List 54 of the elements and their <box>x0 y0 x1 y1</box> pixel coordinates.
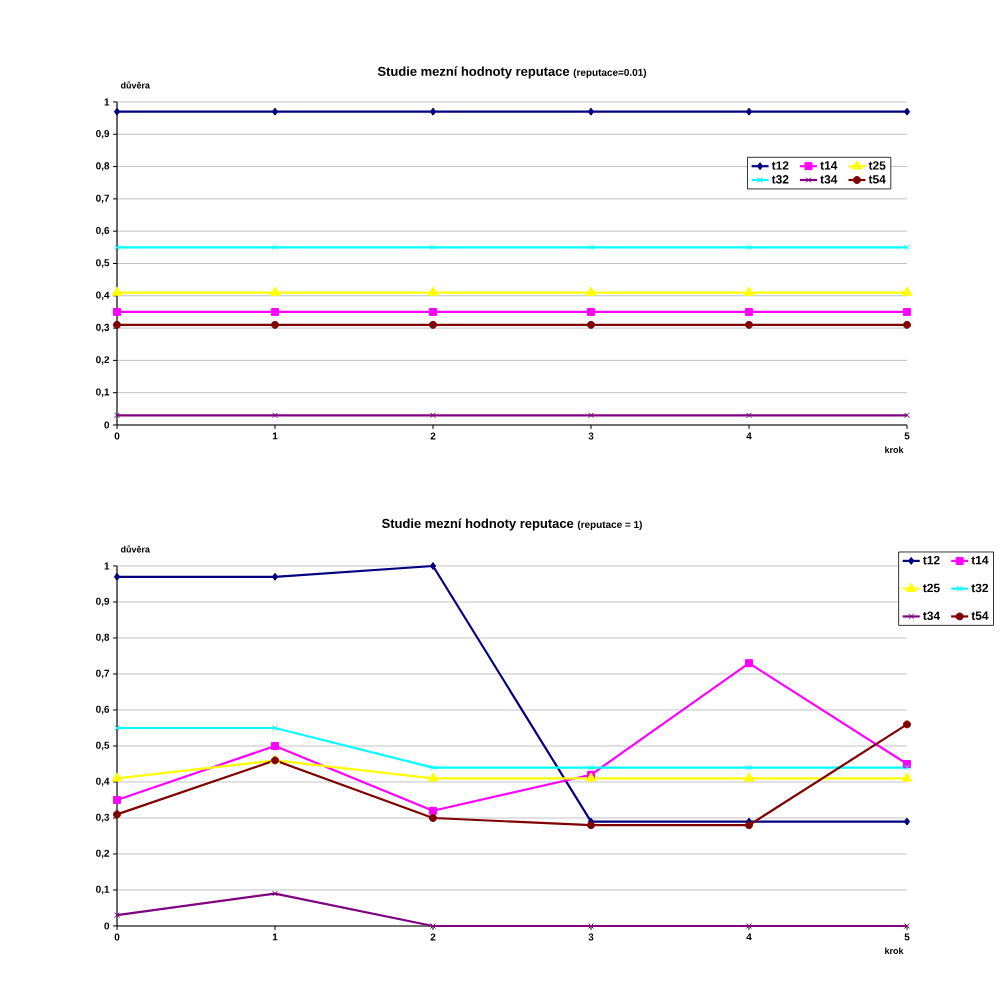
y-tick-label: 0,3 <box>96 323 110 333</box>
x-axis-title: krok <box>885 446 904 454</box>
y-tick-label: 0,5 <box>96 259 110 268</box>
y-tick-label: 0,4 <box>96 777 110 787</box>
legend-label: t14 <box>820 161 838 170</box>
x-tick-label: 5 <box>904 432 910 440</box>
legend-label: t12 <box>771 161 789 170</box>
legend-label: t14 <box>971 556 989 565</box>
y-tick-label: 0,1 <box>96 388 110 397</box>
y-tick-label: 0,8 <box>96 162 110 171</box>
y-tick-label: 0,6 <box>96 226 110 236</box>
y-tick-label: 0,9 <box>96 130 110 139</box>
y-tick-label: 0,5 <box>96 741 110 751</box>
y-tick-label: 0,1 <box>96 885 110 895</box>
y-axis-title: důvěra <box>120 81 150 89</box>
x-tick-label: 2 <box>430 933 436 941</box>
y-tick-label: 0,7 <box>96 194 110 204</box>
y-tick-label: 0,4 <box>96 291 110 301</box>
x-axis-title: krok <box>885 947 904 955</box>
y-axis-title: důvěra <box>120 545 150 553</box>
y-tick-label: 0 <box>104 922 110 930</box>
y-tick-label: 0,2 <box>96 849 110 859</box>
x-tick-label: 0 <box>114 432 120 440</box>
legend-label: t12 <box>922 555 940 565</box>
x-tick-label: 0 <box>114 933 120 941</box>
legend-label: t32 <box>771 175 789 184</box>
y-tick-label: 0,2 <box>96 356 110 365</box>
x-tick-label: 1 <box>272 432 278 440</box>
y-tick-label: 1 <box>104 98 110 106</box>
chart-subtitle: (reputace=0.01) <box>573 68 647 78</box>
x-tick-label: 5 <box>904 933 910 941</box>
y-tick-label: 0,6 <box>96 705 110 715</box>
legend-label: t54 <box>868 175 886 184</box>
x-tick-label: 3 <box>588 432 594 440</box>
chart-title: Studie mezní hodnoty reputace <box>381 518 574 531</box>
x-tick-label: 3 <box>588 933 594 941</box>
y-tick-label: 0,3 <box>96 813 110 823</box>
legend-label: t32 <box>971 583 989 593</box>
y-tick-label: 0,9 <box>96 597 110 607</box>
y-tick-label: 0 <box>104 421 110 429</box>
x-tick-label: 2 <box>430 432 436 440</box>
y-tick-label: 0,8 <box>96 633 110 643</box>
legend-label: t25 <box>922 583 940 593</box>
legend-label: t54 <box>971 611 989 620</box>
legend-label: t34 <box>820 175 838 184</box>
chart-title: Studie mezní hodnoty reputace <box>377 66 570 79</box>
legend-label: t34 <box>922 611 941 621</box>
chart-subtitle: (reputace = 1) <box>577 520 642 530</box>
x-tick-label: 4 <box>746 432 752 440</box>
y-tick-label: 1 <box>104 562 110 570</box>
y-tick-label: 0,7 <box>96 669 110 679</box>
x-tick-label: 4 <box>746 933 752 941</box>
x-tick-label: 1 <box>272 933 278 941</box>
legend-label: t25 <box>868 161 886 170</box>
